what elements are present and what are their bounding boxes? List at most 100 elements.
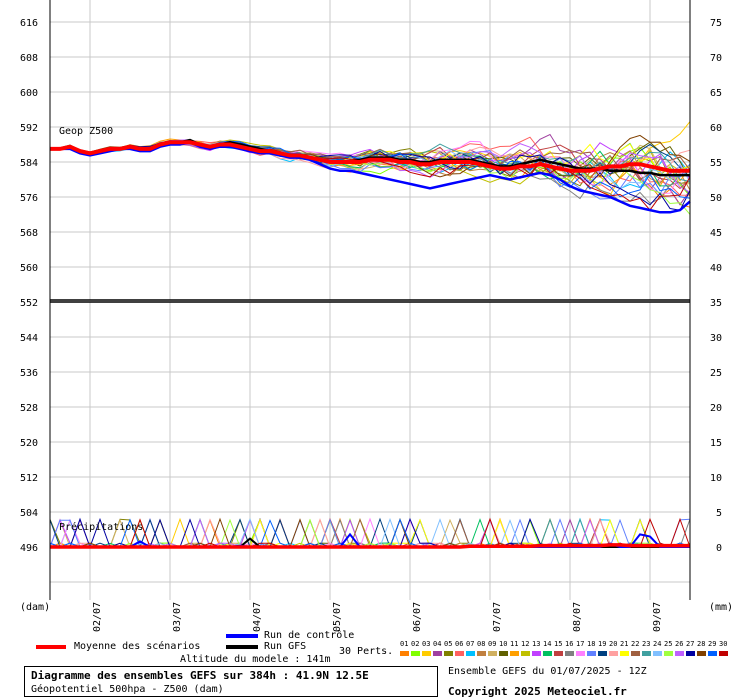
perturbation-swatch-27 <box>686 651 695 656</box>
perturbation-number-17: 17 <box>576 640 585 648</box>
left-tick-label: 504 <box>20 508 38 519</box>
lower-panel-label: Précipitations <box>59 521 143 533</box>
gfs-legend-swatch <box>226 645 258 649</box>
perturbation-number-24: 24 <box>653 640 662 648</box>
upper-panel-label: Geop Z500 <box>59 126 113 137</box>
series-layer <box>49 121 691 549</box>
perturbation-number-26: 26 <box>675 640 684 648</box>
perturbation-swatch-10 <box>499 651 508 656</box>
perturbation-number-04: 04 <box>433 640 442 648</box>
perturbation-number-29: 29 <box>708 640 717 648</box>
left-tick-label: 608 <box>20 53 38 64</box>
left-tick-label: 496 <box>20 543 38 554</box>
axes-layer <box>49 0 691 600</box>
perturbation-number-11: 11 <box>510 640 519 648</box>
perturbation-number-23: 23 <box>642 640 651 648</box>
left-tick-label: 616 <box>20 18 38 29</box>
right-unit-label: (mm) <box>709 602 733 613</box>
perturbation-number-30: 30 <box>719 640 728 648</box>
perturbation-swatch-18 <box>587 651 596 656</box>
perturbation-swatch-05 <box>444 651 453 656</box>
perturbation-swatch-13 <box>532 651 541 656</box>
perturbation-swatch-03 <box>422 651 431 656</box>
perturbation-number-28: 28 <box>697 640 706 648</box>
perturbation-swatch-29 <box>708 651 717 656</box>
left-tick-label: 512 <box>20 473 38 484</box>
perturbation-swatch-12 <box>521 651 530 656</box>
perturbation-number-08: 08 <box>477 640 486 648</box>
perturbation-number-07: 07 <box>466 640 475 648</box>
perturbation-swatch-09 <box>488 651 497 656</box>
perturbation-number-03: 03 <box>422 640 431 648</box>
perturbation-number-25: 25 <box>664 640 673 648</box>
left-tick-label: 552 <box>20 298 38 309</box>
perturbation-swatch-06 <box>455 651 464 656</box>
right-tick-label: 70 <box>710 53 722 64</box>
perturbation-number-27: 27 <box>686 640 695 648</box>
date-tick-label: 06/07 <box>412 602 423 632</box>
perturbation-number-09: 09 <box>488 640 497 648</box>
perturbation-swatch-20 <box>609 651 618 656</box>
right-tick-label: 75 <box>710 18 722 29</box>
right-tick-label: 60 <box>710 123 722 134</box>
left-unit-label: (dam) <box>20 602 50 613</box>
perturbation-swatch-11 <box>510 651 519 656</box>
copyright: Copyright 2025 Meteociel.fr <box>448 685 627 698</box>
perturbation-swatch-04 <box>433 651 442 656</box>
perturbation-number-06: 06 <box>455 640 464 648</box>
perturbation-swatch-08 <box>477 651 486 656</box>
perturbation-swatch-17 <box>576 651 585 656</box>
perturbation-number-13: 13 <box>532 640 541 648</box>
perturbation-swatch-21 <box>620 651 629 656</box>
perturbation-swatch-16 <box>565 651 574 656</box>
perturbation-number-21: 21 <box>620 640 629 648</box>
perturbation-swatch-02 <box>411 651 420 656</box>
right-tick-label: 10 <box>710 473 722 484</box>
perturbation-number-16: 16 <box>565 640 574 648</box>
mean-legend-swatch <box>36 645 66 649</box>
perturbation-number-19: 19 <box>598 640 607 648</box>
ensemble-info: Ensemble GEFS du 01/07/2025 - 12Z <box>448 666 647 677</box>
perturbation-number-22: 22 <box>631 640 640 648</box>
left-tick-label: 536 <box>20 368 38 379</box>
left-tick-label: 568 <box>20 228 38 239</box>
date-tick-label: 08/07 <box>572 602 583 632</box>
footer-subtitle: Géopotentiel 500hpa - Z500 (dam) <box>31 684 224 695</box>
left-tick-label: 544 <box>20 333 38 344</box>
right-tick-label: 20 <box>710 403 722 414</box>
model-altitude: Altitude du modele : 141m <box>180 654 331 665</box>
right-tick-label: 0 <box>716 543 722 554</box>
perturbations-label: 30 Perts. <box>339 646 394 657</box>
perturbation-number-02: 02 <box>411 640 420 648</box>
right-tick-label: 55 <box>710 158 722 169</box>
perturbation-swatch-07 <box>466 651 475 656</box>
perturbation-swatch-14 <box>543 651 552 656</box>
date-tick-label: 05/07 <box>332 602 343 632</box>
footer-title: Diagramme des ensembles GEFS sur 384h : … <box>31 669 369 682</box>
date-tick-label: 02/07 <box>92 602 103 632</box>
perturbation-swatch-22 <box>631 651 640 656</box>
date-tick-label: 09/07 <box>652 602 663 632</box>
mean-precip-line <box>50 543 690 549</box>
date-tick-label: 04/07 <box>252 602 263 632</box>
perturbation-swatch-19 <box>598 651 607 656</box>
date-tick-label: 07/07 <box>492 602 503 632</box>
lower-panel-grid <box>50 302 690 600</box>
right-tick-label: 5 <box>716 508 722 519</box>
perturbation-swatch-30 <box>719 651 728 656</box>
control-legend-swatch <box>226 634 258 638</box>
left-tick-label: 520 <box>20 438 38 449</box>
left-tick-label: 528 <box>20 403 38 414</box>
perturbation-number-20: 20 <box>609 640 618 648</box>
mean-legend-label: Moyenne des scénarios <box>74 641 201 652</box>
right-tick-label: 65 <box>710 88 722 99</box>
left-tick-label: 576 <box>20 193 38 204</box>
right-tick-label: 15 <box>710 438 722 449</box>
right-tick-label: 50 <box>710 193 722 204</box>
gfs-legend-label: Run GFS <box>264 641 307 652</box>
perturbation-swatch-26 <box>675 651 684 656</box>
right-tick-label: 45 <box>710 228 722 239</box>
left-tick-label: 600 <box>20 88 38 99</box>
